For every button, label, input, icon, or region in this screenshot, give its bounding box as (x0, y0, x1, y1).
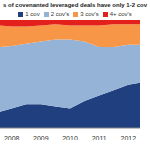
html-text:1 cov: 1 cov (25, 11, 40, 17)
svg-text:2008: 2008 (8, 135, 20, 140)
svg-text:2012: 2012 (121, 135, 137, 140)
html-text:2 cov's: 2 cov's (50, 11, 70, 17)
svg-text:2010: 2010 (62, 135, 78, 140)
svg-text:2011: 2011 (92, 135, 107, 140)
html-text:4+ cov's: 4+ cov's (109, 11, 132, 17)
html-text:3 cov's: 3 cov's (80, 11, 99, 17)
html-text:s of covenanted leveraged deal: s of covenanted leveraged deals have onl… (3, 2, 147, 8)
svg-text:2009: 2009 (33, 135, 49, 140)
